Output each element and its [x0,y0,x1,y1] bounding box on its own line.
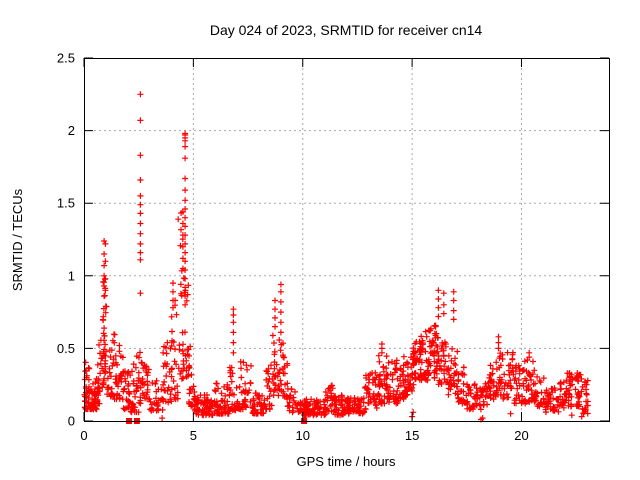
y-tick-label: 1.5 [57,196,75,211]
y-tick-label: 0.5 [57,341,75,356]
x-axis-label: GPS time / hours [297,454,396,469]
y-tick-label: 2.5 [57,51,75,66]
y-axis-label: SRMTID / TECUs [10,188,25,291]
x-tick-label: 10 [296,428,310,443]
x-tick-label: 5 [190,428,197,443]
tick-labels-layer: 0 5 10 15 20 0 0.5 1 1.5 2 2.5 [57,51,529,444]
x-tick-label: 15 [405,428,419,443]
chart-title: Day 024 of 2023, SRMTID for receiver cn1… [210,22,483,38]
y-tick-label: 0 [68,414,75,429]
x-tick-label: 0 [80,428,87,443]
grid-layer [84,58,609,421]
gridlines [84,58,609,421]
y-tick-label: 1 [68,268,75,283]
x-tick-label: 20 [514,428,528,443]
y-tick-label: 2 [68,123,75,138]
plot-border [84,58,610,422]
